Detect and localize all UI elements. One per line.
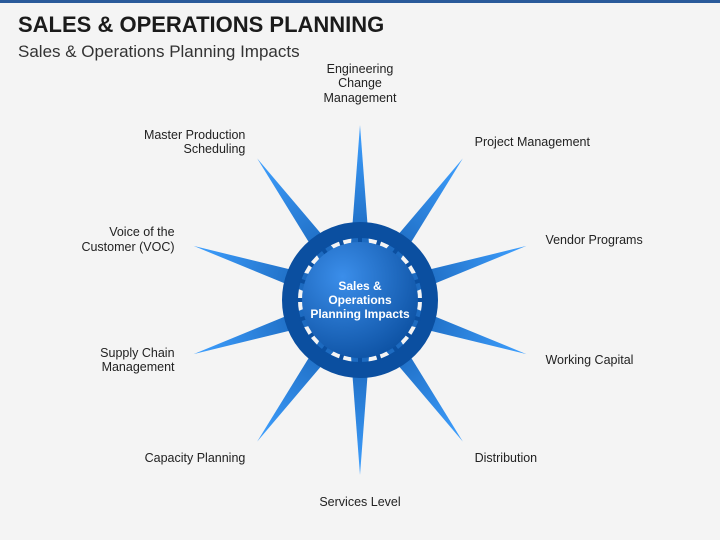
- spoke-label: Supply ChainManagement: [35, 346, 175, 375]
- spoke-label: Project Management: [475, 135, 615, 149]
- spoke-label: Capacity Planning: [105, 451, 245, 465]
- spoke-label: Services Level: [290, 495, 430, 509]
- spoke-label: Working Capital: [545, 353, 685, 367]
- spoke-label: Vendor Programs: [545, 233, 685, 247]
- spoke-label: Distribution: [475, 451, 615, 465]
- spoke-label: Master ProductionScheduling: [105, 128, 245, 157]
- hub-label: Sales & Operations Planning Impacts: [309, 249, 411, 351]
- spoke-label: Voice of theCustomer (VOC): [35, 225, 175, 254]
- spoke-label: EngineeringChangeManagement: [290, 62, 430, 105]
